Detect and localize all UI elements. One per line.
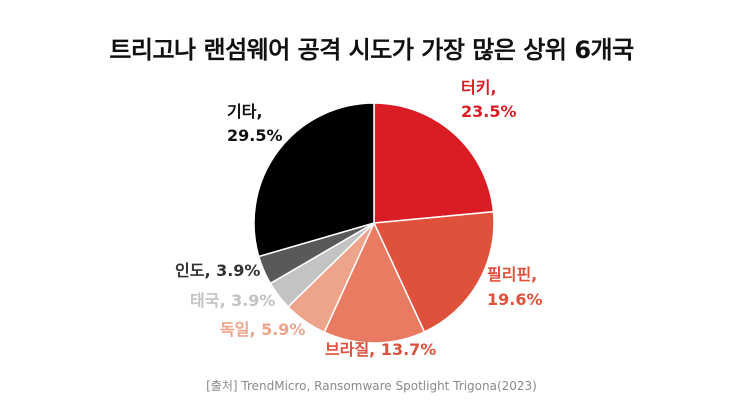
slice-label-4: 태국, 3.9% — [190, 291, 275, 310]
pie-slice-2 — [323, 221, 426, 344]
slice-label-6: 기타, — [227, 102, 263, 121]
pie-slice-6 — [253, 102, 375, 258]
slice-value-label-0: 23.5% — [461, 102, 517, 121]
chart-title: 트리고나 랜섬웨어 공격 시도가 가장 많은 상위 6개국 — [109, 36, 634, 64]
source-note: [출처] TrendMicro, Ransomware Spotlight Tr… — [206, 379, 537, 393]
slice-label-5: 인도, 3.9% — [175, 261, 260, 280]
slice-value-label-6: 29.5% — [227, 126, 283, 145]
pie-slice-0 — [373, 102, 495, 224]
pie-slice-1 — [372, 210, 495, 333]
slice-label-3: 독일, 5.9% — [220, 320, 305, 339]
slice-label-0: 터키, — [461, 78, 497, 97]
slice-value-label-1: 19.6% — [487, 290, 543, 309]
slice-label-1: 필리핀, — [487, 265, 537, 284]
slice-label-2: 브라질, 13.7% — [325, 340, 436, 359]
